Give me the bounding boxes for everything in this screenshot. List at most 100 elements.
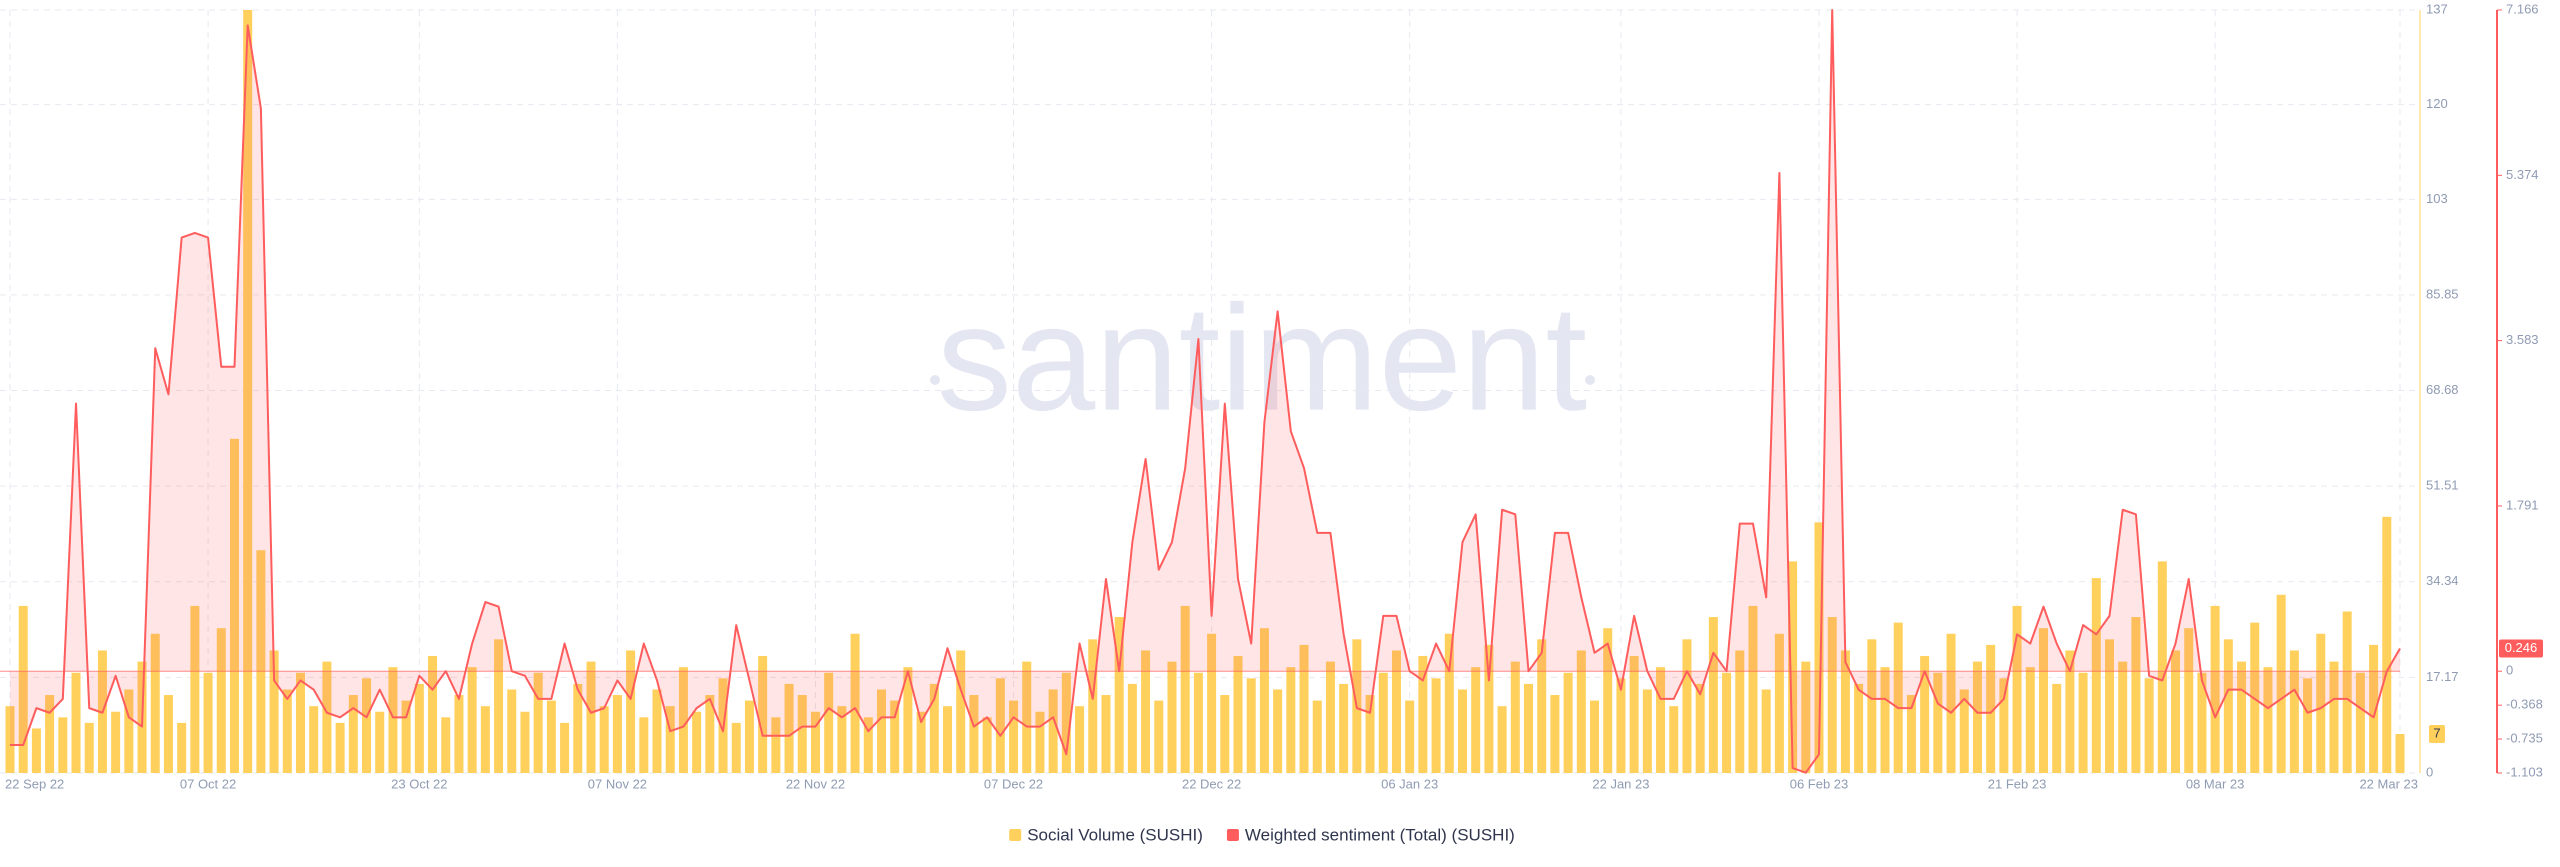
volume-bar	[837, 706, 847, 773]
volume-bar	[1233, 656, 1243, 773]
volume-bar	[375, 711, 385, 773]
volume-bar	[758, 656, 768, 773]
watermark-dot	[1585, 375, 1595, 385]
volume-bar	[916, 711, 926, 773]
x-tick-label: 07 Dec 22	[984, 776, 1043, 791]
x-tick-label: 22 Sep 22	[5, 776, 64, 791]
x-tick-label: 06 Feb 23	[1790, 776, 1849, 791]
y-tick-label: 137	[2426, 1, 2448, 16]
watermark-text: santiment	[937, 274, 1587, 442]
volume-bar	[1497, 706, 1507, 773]
volume-bar	[652, 689, 662, 773]
volume-bar	[1708, 617, 1718, 773]
volume-bar	[1009, 700, 1019, 773]
volume-bar	[1550, 695, 1560, 773]
legend: Social Volume (SUSHI) Weighted sentiment …	[1009, 825, 1515, 844]
volume-bar	[533, 672, 543, 773]
volume-bar	[824, 672, 834, 773]
volume-bar	[84, 722, 94, 773]
volume-bar	[1035, 711, 1045, 773]
x-tick-label: 23 Oct 22	[391, 776, 447, 791]
volume-bar	[1286, 667, 1296, 773]
volume-bar	[163, 695, 173, 773]
volume-bar	[692, 711, 702, 773]
y2-tick-label: -1.103	[2506, 764, 2543, 779]
watermark-dot	[930, 375, 940, 385]
volume-bar	[520, 711, 530, 773]
plot-area	[0, 9, 2405, 774]
volume-bar	[850, 633, 860, 773]
volume-bar	[599, 706, 609, 773]
volume-bar	[1840, 650, 1850, 773]
volume-bar	[1880, 667, 1890, 773]
legend-label: Social Volume (SUSHI)	[1027, 825, 1203, 844]
volume-bar	[1061, 672, 1071, 773]
volume-bar	[1418, 656, 1428, 773]
legend-swatch	[1009, 829, 1022, 841]
volume-bar	[1405, 700, 1415, 773]
volume-bar	[1127, 683, 1137, 773]
volume-bar	[731, 722, 741, 773]
volume-bar	[1444, 633, 1454, 773]
y-tick-label: 51.51	[2426, 478, 2459, 493]
sentiment-line	[10, 9, 2401, 774]
volume-bar	[2355, 672, 2365, 773]
volume-bar	[2329, 661, 2339, 773]
volume-bar	[467, 667, 477, 773]
volume-bar	[1642, 689, 1652, 773]
volume-bar	[863, 717, 873, 773]
volume-bar	[71, 672, 81, 773]
y-tick-label: 68.68	[2426, 382, 2459, 397]
volume-bar	[1510, 661, 1520, 773]
volume-bar	[929, 683, 939, 773]
volume-bar	[1682, 639, 1692, 773]
volume-bar	[1722, 672, 1732, 773]
volume-bar	[282, 689, 292, 773]
volume-bar	[2369, 644, 2379, 773]
volume-bar	[810, 711, 820, 773]
x-tick-label: 22 Nov 22	[786, 776, 845, 791]
volume-bar	[2210, 605, 2220, 773]
y2-tick-label: 3.583	[2506, 332, 2539, 347]
volume-bar	[203, 672, 213, 773]
volume-bar	[1906, 695, 1916, 773]
volume-bar	[1735, 650, 1745, 773]
volume-bar	[2223, 639, 2233, 773]
volume-bar	[401, 700, 411, 773]
volume-bar	[626, 650, 636, 773]
volume-bar	[1193, 672, 1203, 773]
y-tick-label: 120	[2426, 96, 2448, 111]
volume-bar	[1629, 656, 1639, 773]
volume-bar	[124, 689, 134, 773]
volume-bar	[18, 605, 28, 773]
volume-bar	[903, 667, 913, 773]
volume-bar	[388, 667, 398, 773]
volume-bar	[1669, 706, 1679, 773]
volume-bar	[1273, 689, 1283, 773]
volume-bar	[1788, 561, 1798, 773]
volume-bar	[441, 717, 451, 773]
y2-tick-label: -0.368	[2506, 697, 2543, 712]
x-tick-label: 22 Dec 22	[1182, 776, 1241, 791]
volume-bar	[876, 689, 886, 773]
volume-bar	[2065, 650, 2075, 773]
volume-bar	[2289, 650, 2299, 773]
volume-bar	[190, 605, 200, 773]
volume-bar	[665, 706, 675, 773]
volume-bar	[150, 633, 160, 773]
volume-bar	[1325, 661, 1335, 773]
watermark: santiment	[930, 274, 1595, 442]
sentiment-area	[10, 10, 2400, 773]
volume-bar	[1590, 700, 1600, 773]
volume-bar	[1972, 661, 1982, 773]
volume-bar	[348, 695, 358, 773]
volume-bar	[2105, 639, 2115, 773]
last-value-badge	[2429, 725, 2445, 744]
volume-bar	[256, 550, 266, 773]
volume-bar	[890, 700, 900, 773]
volume-bar	[2025, 667, 2035, 773]
volume-bar	[1576, 650, 1586, 773]
x-tick-label: 21 Feb 23	[1988, 776, 2047, 791]
volume-bar	[1378, 672, 1388, 773]
volume-bar	[31, 728, 41, 773]
